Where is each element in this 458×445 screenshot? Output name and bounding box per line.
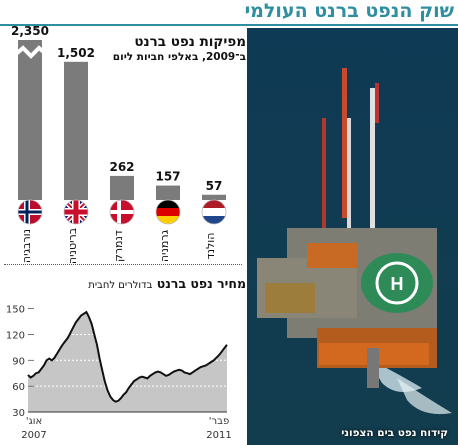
svg-text:H: H bbox=[391, 274, 404, 294]
uk-flag-icon bbox=[63, 199, 89, 225]
oil-rig-illustration: H bbox=[247, 28, 458, 445]
value-label: 1,502 bbox=[57, 46, 95, 60]
price-title-text: מחיר נפט ברנט bbox=[156, 276, 246, 291]
oil-rig-photo: H קידוח נפט בים הצפוני bbox=[247, 28, 458, 445]
value-label: 57 bbox=[206, 179, 223, 193]
x-tick-year: 2007 bbox=[21, 430, 46, 441]
price-area bbox=[28, 312, 227, 412]
x-tick-year: 2011 bbox=[206, 430, 231, 441]
price-line bbox=[27, 310, 228, 403]
bar bbox=[64, 61, 88, 200]
y-tick-label: 30 bbox=[12, 408, 25, 419]
price-area-chart: 30 60 90 120 150 אוג' 2007 פבר' 2011 bbox=[6, 305, 232, 441]
section-divider bbox=[4, 264, 242, 265]
bar bbox=[202, 194, 226, 200]
axis-break-icon bbox=[14, 45, 48, 59]
category-label: דנמרק bbox=[112, 230, 125, 262]
denmark-flag-icon bbox=[109, 199, 135, 225]
title-bar: שוק הנפט ברנט העולמי bbox=[0, 0, 458, 26]
bar bbox=[156, 185, 180, 200]
x-tick-label: פבר' bbox=[209, 416, 229, 427]
category-label: הולנד bbox=[204, 233, 217, 260]
photo-caption: קידוח נפט בים הצפוני bbox=[341, 427, 448, 439]
y-tick-label: 60 bbox=[12, 382, 25, 393]
main-title: שוק הנפט ברנט העולמי bbox=[244, 0, 454, 22]
category-label: נורבגיה bbox=[20, 229, 33, 263]
norway-flag-icon bbox=[17, 199, 43, 225]
germany-flag-icon bbox=[155, 199, 181, 225]
x-tick-label: אוג' bbox=[26, 416, 42, 427]
production-title: מפיקות נפט ברנט bbox=[134, 34, 246, 50]
category-label: בריטניה bbox=[66, 228, 79, 264]
value-label: 262 bbox=[109, 160, 134, 174]
production-subtitle: ב־2009, באלפי חביות ליום bbox=[112, 51, 246, 63]
category-label: גרמניה bbox=[158, 229, 171, 262]
y-tick-label: 120 bbox=[6, 330, 25, 341]
bar bbox=[18, 40, 42, 200]
netherlands-flag-icon bbox=[201, 199, 227, 225]
y-tick-label: 90 bbox=[12, 356, 25, 367]
value-label: 157 bbox=[155, 170, 180, 184]
production-bar-chart: 2,350 נורבגיה 1,502 בריטניה 262 דנמרק 157 גרמני… bbox=[11, 24, 227, 264]
y-tick-label: 150 bbox=[6, 305, 25, 316]
value-label: 2,350 bbox=[11, 24, 49, 38]
price-unit: בדולרים לחבית bbox=[88, 280, 153, 291]
bar bbox=[110, 175, 134, 200]
price-title: מחיר נפט ברנט בדולרים לחבית bbox=[88, 276, 246, 291]
